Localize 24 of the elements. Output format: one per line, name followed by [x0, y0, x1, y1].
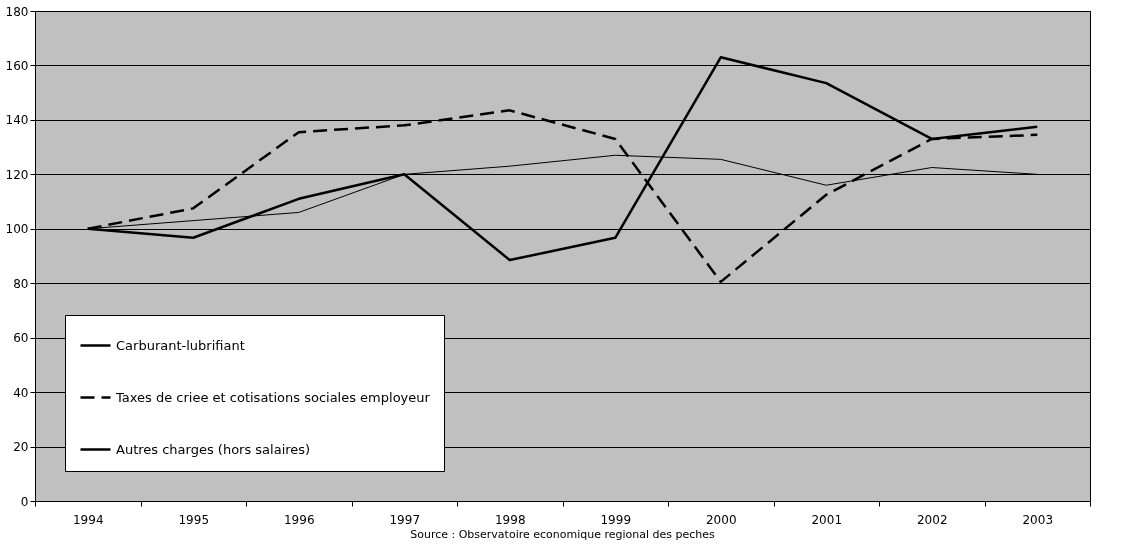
y-tick-label: 100 [5, 222, 29, 237]
legend-label: Carburant-lubrifiant [116, 337, 245, 353]
x-tick-label: 2001 [811, 512, 843, 527]
x-tick-label: 1995 [178, 512, 210, 527]
y-tick-label: 80 [13, 276, 29, 291]
y-tick-label: 20 [13, 440, 29, 455]
y-tick-label: 0 [20, 494, 29, 509]
legend-label: Autres charges (hors salaires) [116, 441, 311, 457]
x-tick-label: 1998 [494, 512, 526, 527]
y-tick-label: 60 [13, 331, 29, 346]
legend-label: Taxes de criee et cotisations sociales employeur [115, 389, 431, 405]
x-tick-label: 2003 [1022, 512, 1054, 527]
source-note: Source : Observatoire economique regional des peches [410, 528, 716, 541]
x-tick-label: 2002 [916, 512, 948, 527]
y-tick-label: 40 [13, 385, 29, 400]
y-tick-label: 120 [5, 167, 29, 182]
x-tick-label: 1996 [283, 512, 315, 527]
y-tick-label: 160 [5, 58, 29, 73]
y-tick-label: 140 [5, 113, 29, 128]
x-tick-label: 2000 [705, 512, 737, 527]
x-tick-label: 1999 [600, 512, 632, 527]
x-tick-label: 1994 [72, 512, 104, 527]
x-tick-label: 1997 [389, 512, 421, 527]
y-tick-label: 180 [5, 4, 29, 19]
